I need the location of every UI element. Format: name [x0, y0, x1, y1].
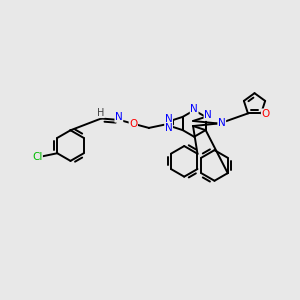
Text: H: H [97, 108, 104, 118]
Text: N: N [204, 110, 212, 120]
Text: N: N [218, 118, 226, 128]
Text: N: N [115, 112, 123, 122]
Text: N: N [165, 123, 172, 134]
Text: N: N [165, 114, 172, 124]
Text: O: O [129, 119, 137, 129]
Text: O: O [261, 109, 270, 119]
Text: Cl: Cl [32, 152, 42, 162]
Text: N: N [190, 104, 198, 114]
